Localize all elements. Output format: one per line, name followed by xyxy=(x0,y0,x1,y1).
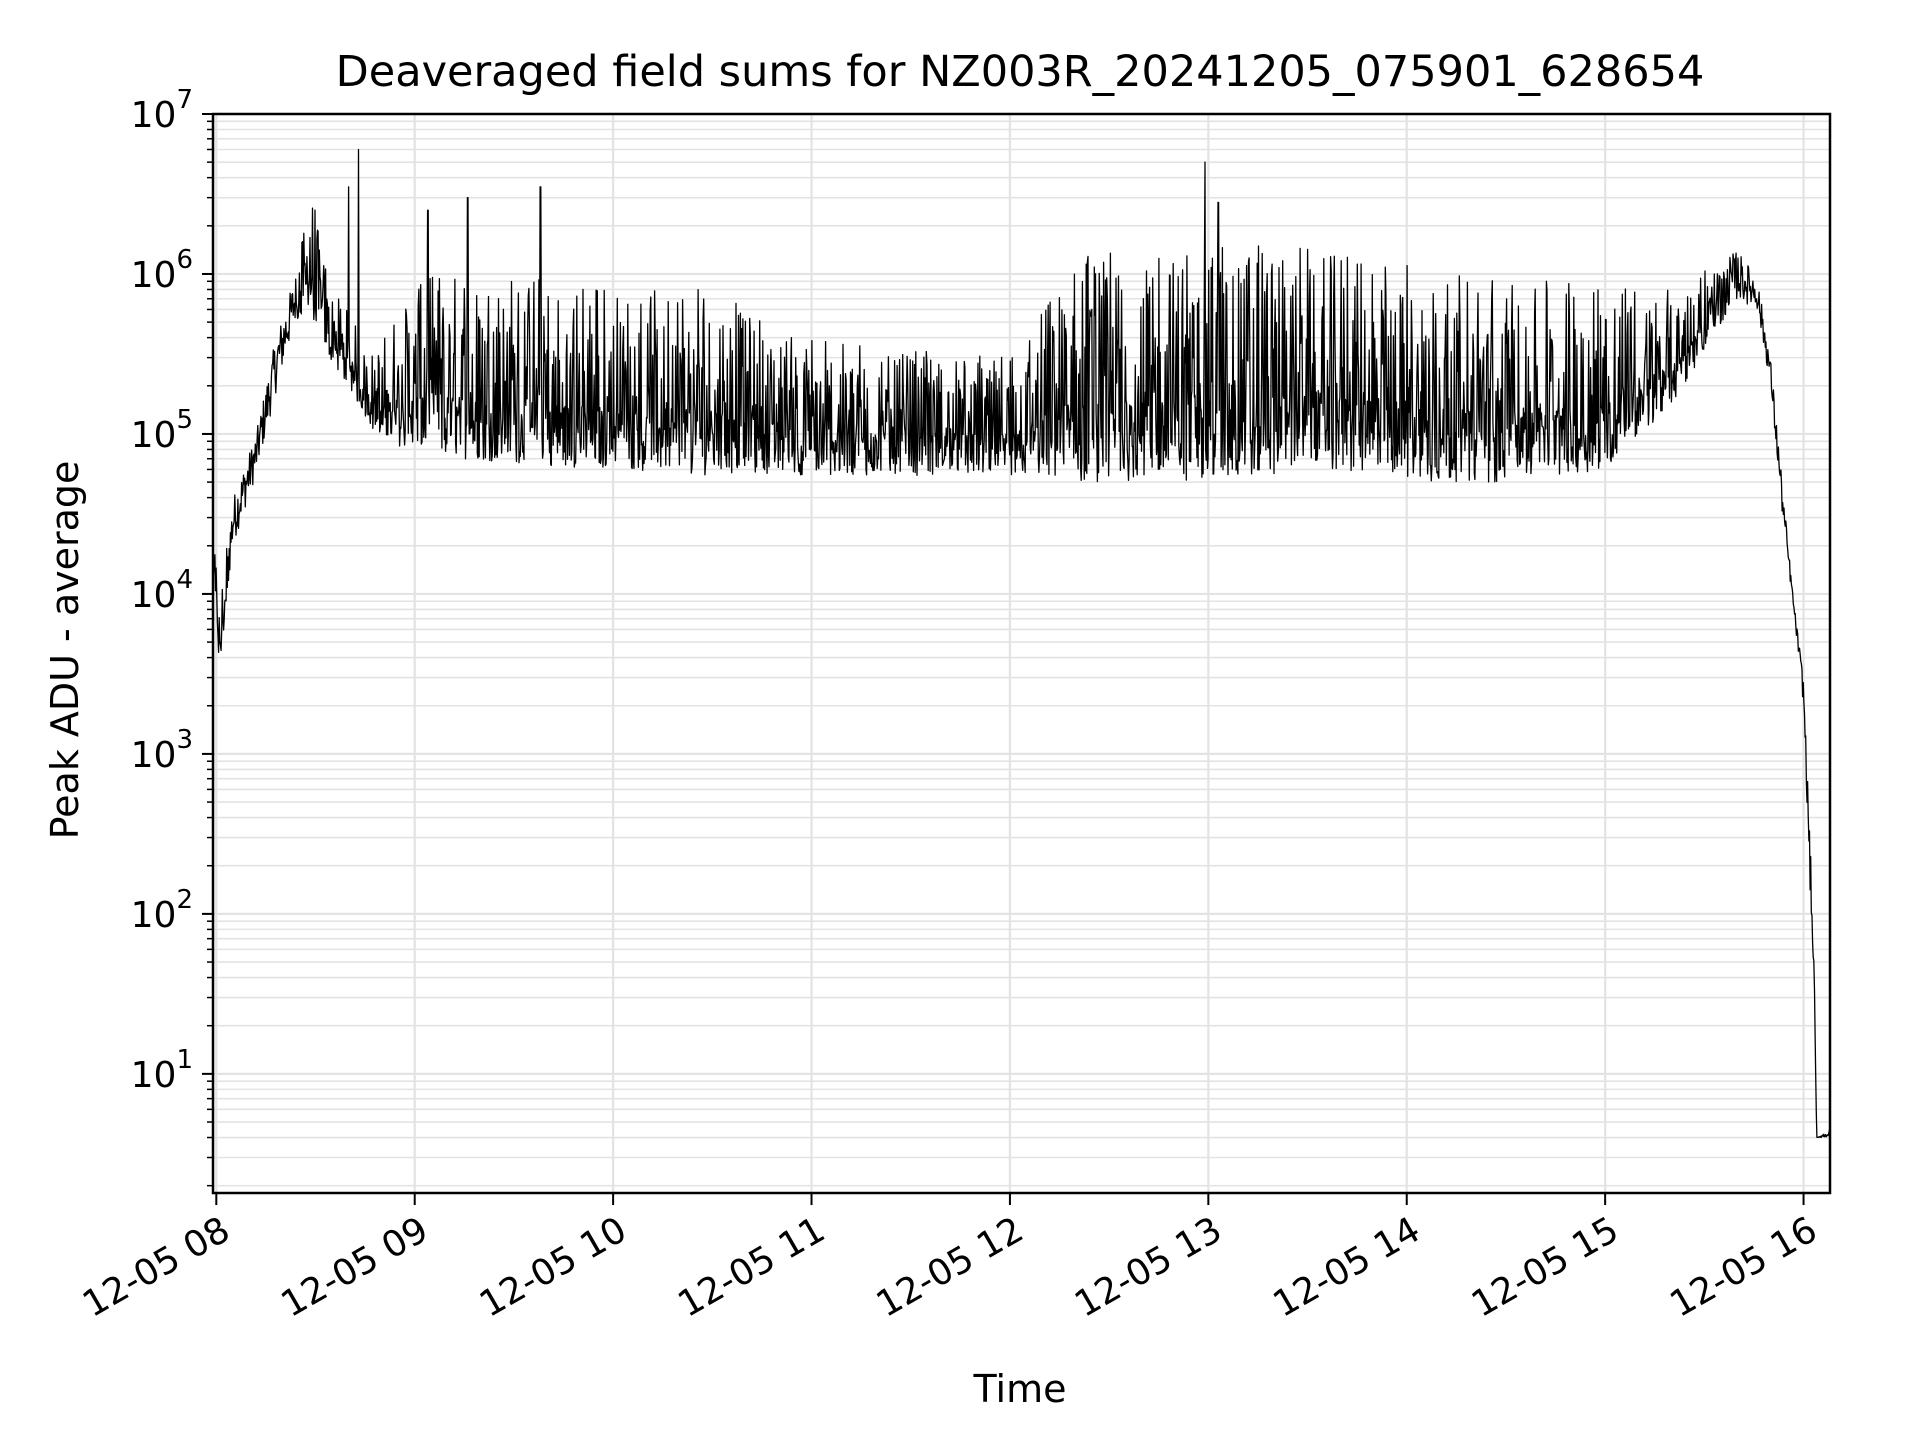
y-axis-label: Peak ADU - average xyxy=(43,461,87,840)
y-tick-label: 105 xyxy=(131,405,193,456)
y-tick-label: 101 xyxy=(131,1045,193,1096)
y-tick-label: 106 xyxy=(131,245,193,296)
grid-lines xyxy=(213,112,1830,1193)
series-group xyxy=(212,148,1831,1139)
y-tick-label: 107 xyxy=(131,85,193,136)
y-tick-label: 103 xyxy=(131,725,193,776)
chart-title: Deaveraged field sums for NZ003R_2024120… xyxy=(336,47,1705,97)
x-axis-label: Time xyxy=(973,1367,1067,1411)
y-tick-label: 102 xyxy=(131,885,193,936)
plot-area xyxy=(211,112,1832,1195)
y-tick-label: 104 xyxy=(131,565,193,616)
series-line xyxy=(212,148,1831,1139)
